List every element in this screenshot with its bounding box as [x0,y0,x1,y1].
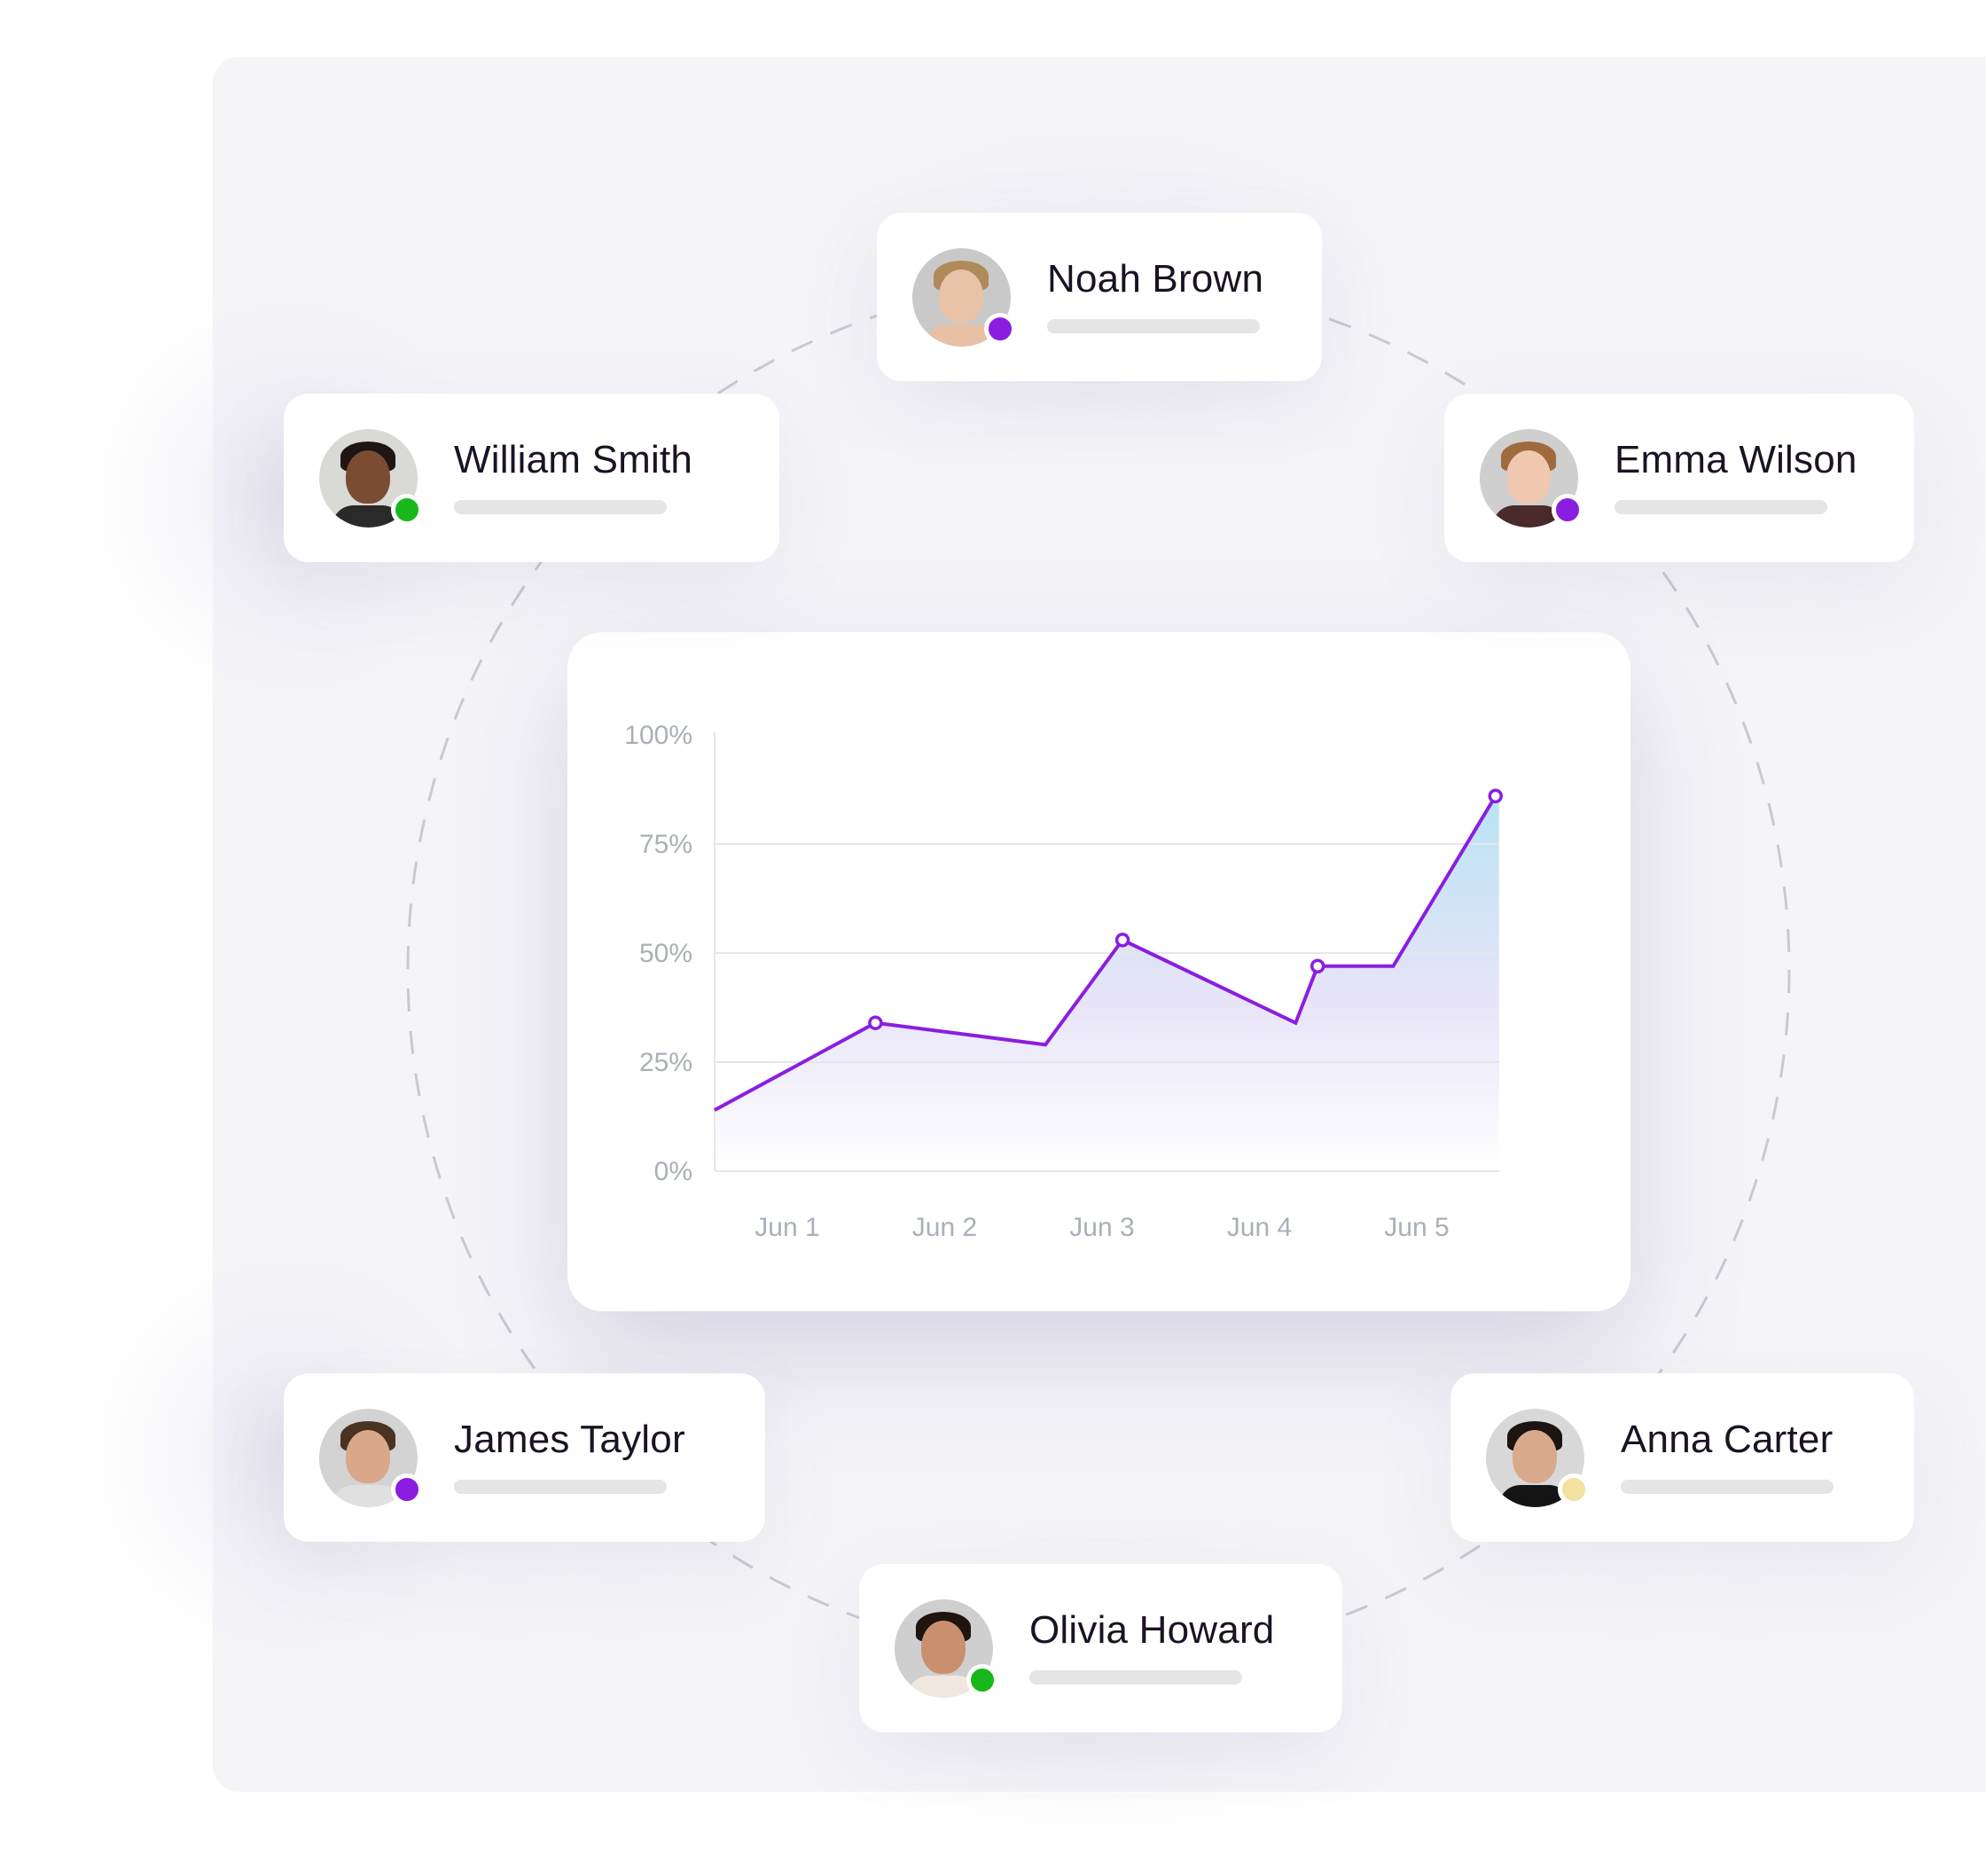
user-card-james[interactable]: James Taylor [284,1373,765,1542]
x-tick-label: Jun 1 [755,1213,819,1242]
user-card-anna[interactable]: Anna Carter [1450,1373,1914,1542]
data-point-marker [868,1015,883,1030]
avatar [319,429,423,528]
user-name: James Taylor [454,1418,685,1461]
x-tick-label: Jun 5 [1384,1213,1449,1242]
placeholder-bar [1621,1480,1834,1494]
user-card-olivia[interactable]: Olivia Howard [859,1564,1342,1732]
avatar [912,248,1016,347]
placeholder-bar [1047,319,1260,333]
y-tick-label: 100% [624,721,692,750]
x-tick-label: Jun 2 [912,1213,977,1242]
status-indicator-icon [1552,494,1583,526]
avatar [895,1599,998,1698]
data-point-marker [1488,788,1503,804]
chart-card: 0% 25% 50% 75% 100% Jun 1 Jun 2 Jun 3 Jun 4 Jun 5 [567,632,1630,1311]
user-name: Emma Wilson [1615,438,1857,481]
avatar [1480,429,1583,528]
user-name: William Smith [454,438,693,481]
data-point-marker [1310,958,1325,974]
line-chart: 0% 25% 50% 75% 100% Jun 1 Jun 2 Jun 3 Jun 4 Jun 5 [624,721,1503,1242]
placeholder-bar [454,500,667,514]
status-indicator-icon [984,313,1016,345]
user-name: Anna Carter [1621,1418,1834,1461]
area-fill [715,795,1499,1171]
y-tick-label: 50% [639,939,692,968]
placeholder-bar [1615,500,1827,514]
x-tick-label: Jun 4 [1227,1213,1292,1242]
status-indicator-icon [1558,1473,1590,1505]
user-card-william[interactable]: William Smith [284,394,779,562]
user-card-noah[interactable]: Noah Brown [877,213,1322,381]
user-name: Olivia Howard [1029,1608,1275,1652]
x-tick-label: Jun 3 [1069,1213,1134,1242]
series-line [714,794,1497,1112]
avatar [319,1409,423,1507]
y-tick-label: 75% [639,830,692,859]
status-indicator-icon [391,1473,423,1505]
user-name: Noah Brown [1047,257,1264,301]
avatar [1486,1409,1590,1507]
status-indicator-icon [391,494,423,526]
user-card-emma[interactable]: Emma Wilson [1444,394,1914,562]
placeholder-bar [1029,1670,1242,1684]
status-indicator-icon [966,1664,998,1696]
y-tick-label: 0% [654,1157,692,1186]
y-tick-label: 25% [639,1048,692,1077]
placeholder-bar [454,1480,667,1494]
data-point-marker [1114,932,1130,948]
